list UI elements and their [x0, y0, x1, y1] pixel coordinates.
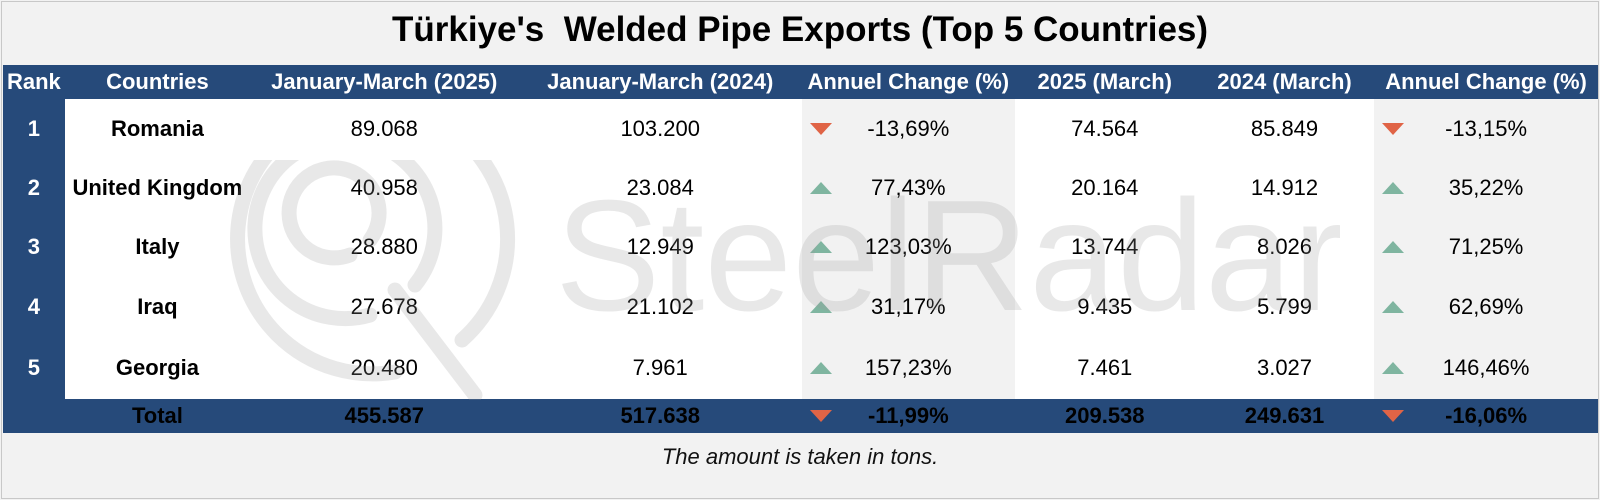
m2024-cell: 3.027	[1194, 337, 1375, 399]
q2024-cell: 7.961	[518, 337, 802, 399]
q2025-cell: 89.068	[250, 99, 519, 158]
m-change-cell: 35,22%	[1374, 158, 1598, 217]
m-change-cell: 146,46%	[1374, 337, 1598, 399]
total-rank-cell	[3, 399, 65, 433]
rank-cell: 5	[3, 337, 65, 399]
q2025-cell: 27.678	[250, 277, 519, 337]
m-change-cell: 71,25%	[1374, 217, 1598, 277]
m2024-cell: 5.799	[1194, 277, 1375, 337]
exports-table: Rank Countries January-March (2025) Janu…	[3, 65, 1598, 433]
col-header-rank: Rank	[3, 65, 65, 99]
header-row: Rank Countries January-March (2025) Janu…	[3, 65, 1598, 99]
q-change-value: 77,43%	[871, 174, 946, 200]
country-cell: United Kingdom	[64, 158, 251, 217]
m2024-cell: 85.849	[1194, 99, 1375, 158]
q2024-cell: 12.949	[518, 217, 802, 277]
col-header-q2024: January-March (2024)	[518, 65, 802, 99]
m2024-cell: 8.026	[1194, 217, 1375, 277]
m2025-cell: 7.461	[1014, 337, 1195, 399]
rank-cell: 4	[3, 277, 65, 337]
total-m-change-cell: -16,06%	[1374, 399, 1598, 433]
triangle-up-icon	[1382, 181, 1405, 194]
m2024-cell: 14.912	[1194, 158, 1375, 217]
country-cell: Romania	[64, 99, 251, 158]
country-cell: Iraq	[64, 277, 251, 337]
q2024-cell: 21.102	[518, 277, 802, 337]
triangle-up-icon	[1382, 301, 1405, 313]
q-change-value: -13,69%	[867, 115, 950, 141]
table-row: 4 Iraq 27.678 21.102 31,17% 9.435 5.799 62,69%	[3, 277, 1598, 337]
q-change-cell: 157,23%	[801, 337, 1015, 399]
country-cell: Italy	[64, 217, 251, 277]
m-change-value: 62,69%	[1448, 294, 1524, 319]
m-change-cell: -13,15%	[1374, 99, 1598, 158]
q-change-value: 31,17%	[871, 294, 946, 319]
col-header-m2024: 2024 (March)	[1194, 65, 1375, 99]
col-header-q2025: January-March (2025)	[250, 65, 519, 99]
q2025-cell: 20.480	[250, 337, 519, 399]
rank-cell: 1	[3, 99, 65, 158]
country-cell: Georgia	[64, 337, 251, 399]
triangle-up-icon	[1382, 362, 1405, 374]
col-header-q-change: Annuel Change (%)	[801, 65, 1015, 99]
total-q2025: 455.587	[250, 399, 519, 433]
col-header-m2025: 2025 (March)	[1014, 65, 1195, 99]
q-change-value: 123,03%	[864, 234, 952, 259]
triangle-down-icon	[1382, 410, 1405, 422]
total-m2024: 249.631	[1194, 399, 1375, 433]
total-q2024: 517.638	[518, 399, 802, 433]
triangle-up-icon	[809, 241, 832, 253]
triangle-down-icon	[1382, 122, 1405, 135]
triangle-up-icon	[809, 362, 832, 374]
total-row: Total 455.587 517.638 -11,99% 209.538 24…	[3, 399, 1598, 433]
m-change-value: -13,15%	[1445, 115, 1528, 141]
q2024-cell: 103.200	[518, 99, 802, 158]
rank-cell: 2	[3, 158, 65, 217]
m2025-cell: 13.744	[1014, 217, 1195, 277]
m-change-cell: 62,69%	[1374, 277, 1598, 337]
q-change-value: 157,23%	[864, 355, 952, 380]
total-m-change: -16,06%	[1445, 403, 1528, 428]
q-change-cell: -13,69%	[801, 99, 1015, 158]
triangle-up-icon	[809, 301, 832, 313]
table-row: 5 Georgia 20.480 7.961 157,23% 7.461 3.027 146,…	[3, 337, 1598, 399]
q-change-cell: 123,03%	[801, 217, 1015, 277]
q-change-cell: 31,17%	[801, 277, 1015, 337]
col-header-m-change: Annuel Change (%)	[1374, 65, 1598, 99]
m2025-cell: 9.435	[1014, 277, 1195, 337]
col-header-countries: Countries	[64, 65, 251, 99]
table-row: 2 United Kingdom 40.958 23.084 77,43% 20.164 1…	[3, 158, 1598, 217]
table-row: 1 Romania 89.068 103.200 -13,69% 74.564 85.849…	[3, 99, 1598, 158]
triangle-up-icon	[809, 181, 832, 194]
triangle-down-icon	[809, 410, 832, 422]
total-q-change: -11,99%	[867, 403, 949, 428]
m2025-cell: 74.564	[1014, 99, 1195, 158]
q2025-cell: 28.880	[250, 217, 519, 277]
m2025-cell: 20.164	[1014, 158, 1195, 217]
m-change-value: 35,22%	[1448, 174, 1524, 200]
m-change-value: 146,46%	[1442, 355, 1530, 380]
table-row: 3 Italy 28.880 12.949 123,03% 13.744 8.026 71,2…	[3, 217, 1598, 277]
rank-cell: 3	[3, 217, 65, 277]
total-label: Total	[64, 399, 251, 433]
chart-title: Türkiye's Welded Pipe Exports (Top 5 Cou…	[391, 10, 1209, 49]
total-m2025: 209.538	[1014, 399, 1195, 433]
triangle-down-icon	[809, 122, 832, 135]
total-q-change-cell: -11,99%	[801, 399, 1015, 433]
q-change-cell: 77,43%	[801, 158, 1015, 217]
q2025-cell: 40.958	[250, 158, 519, 217]
q2024-cell: 23.084	[518, 158, 802, 217]
units-note: The amount is taken in tons.	[661, 444, 939, 469]
m-change-value: 71,25%	[1448, 234, 1524, 259]
triangle-up-icon	[1382, 241, 1405, 253]
